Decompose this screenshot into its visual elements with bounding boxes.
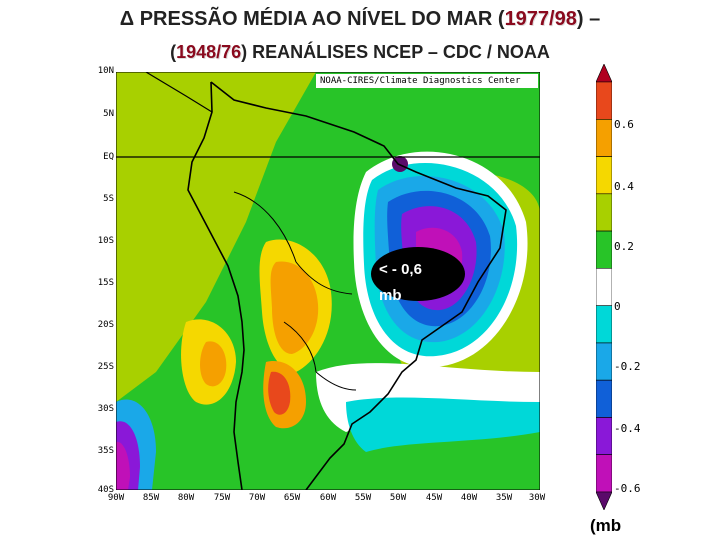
lon-label: 50W [389,493,407,503]
title-period-recent: 1977/98 [504,8,577,30]
callout-value: < - 0,6 [379,261,422,278]
colorbar-label: -0.4 [614,422,641,435]
colorbar-label: 0.2 [614,240,634,253]
chart-title-line-1: Δ PRESSÃO MÉDIA AO NÍVEL DO MAR (1977/98… [0,8,720,31]
colorbar-swatch [596,491,612,510]
lon-label: 60W [319,493,337,503]
colorbar-swatch [596,342,612,381]
chart-title-line-2: (1948/76) REANÁLISES NCEP – CDC / NOAA [0,42,720,63]
lat-label: 25S [97,362,114,372]
lat-label: 5S [103,194,114,204]
colorbar-swatch [596,417,612,456]
colorbar-swatch [596,193,612,232]
colorbar-swatch [596,379,612,418]
lon-label: 65W [283,493,301,503]
colorbar-label: 0 [614,300,621,313]
lon-label: 70W [248,493,266,503]
lon-label: 35W [495,493,513,503]
minimum-callout: < - 0,6 mb [371,247,465,304]
lat-label: 30S [97,404,114,414]
colorbar-swatch [596,230,612,269]
callout-unit: mb [379,287,402,304]
unit-label: (mb [590,516,622,535]
data-credit: NOAA-CIRES/Climate Diagnostics Center [316,74,538,88]
colorbar-label: 0.6 [614,118,634,131]
colorbar-label: -0.6 [614,482,641,495]
pressure-anomaly-map [116,72,540,490]
title-period-base: 1948/76 [176,42,242,62]
colorbar-swatch [596,64,612,83]
lon-label: 30W [528,493,546,503]
colorbar-swatch [596,156,612,195]
lat-label: 10N [97,66,114,76]
lon-label: 55W [354,493,372,503]
colorbar-swatch [596,268,612,306]
colorbar-swatch [596,118,612,157]
colorbar-swatch [596,454,612,493]
lat-label: 10S [97,236,114,246]
lat-label: 35S [97,446,114,456]
title-prefix: Δ PRESSÃO MÉDIA AO NÍVEL DO MAR ( [119,8,505,30]
lon-label: 90W [107,493,125,503]
colorbar [596,64,612,510]
colorbar-swatch [596,81,612,120]
lon-label: 40W [460,493,478,503]
title-source: ) REANÁLISES NCEP – CDC / NOAA [241,42,550,62]
lat-label: EQ [103,152,114,162]
colorbar-label: 0.4 [614,180,634,193]
lon-label: 85W [142,493,160,503]
lat-label: 20S [97,320,114,330]
lon-label: 45W [425,493,443,503]
lon-label: 80W [177,493,195,503]
lat-label: 5N [103,109,114,119]
title-prefix-2: ( [170,42,177,62]
colorbar-swatch [596,305,612,344]
lon-label: 75W [213,493,231,503]
title-suffix: ) – [576,8,601,30]
lat-label: 40S [97,485,114,495]
lat-label: 15S [97,278,114,288]
colorbar-label: -0.2 [614,360,641,373]
